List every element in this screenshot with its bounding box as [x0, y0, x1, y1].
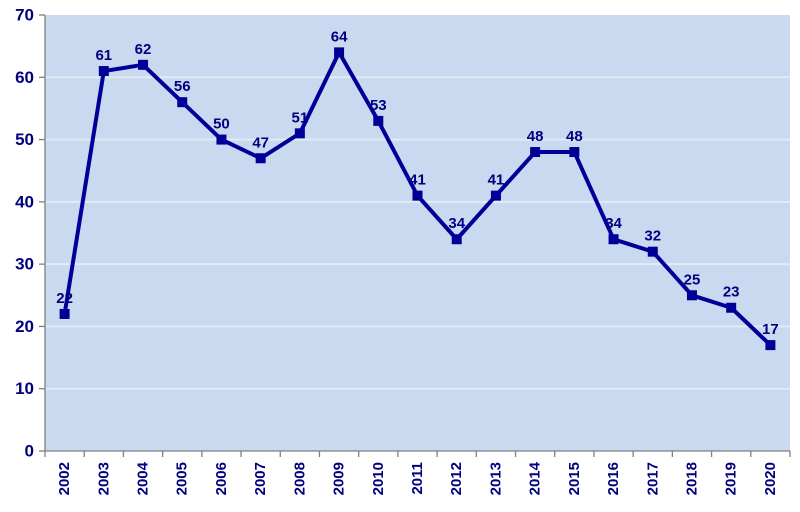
x-axis-label-2018: 2018 [683, 462, 700, 495]
data-label-2003: 61 [95, 47, 112, 64]
data-point-marker-2015 [569, 147, 580, 158]
data-point-marker-2010 [373, 115, 384, 126]
data-label-2018: 25 [684, 271, 701, 288]
data-point-marker-2009 [334, 47, 345, 58]
data-label-2008: 51 [292, 109, 309, 126]
data-point-marker-2011 [412, 190, 423, 201]
data-point-marker-2018 [686, 290, 697, 301]
data-label-2010: 53 [370, 97, 387, 114]
y-axis-label-50: 50 [15, 130, 34, 149]
x-axis-label-2011: 2011 [409, 462, 426, 495]
data-point-marker-2013 [490, 190, 501, 201]
data-label-2017: 32 [644, 228, 661, 245]
y-axis-label-60: 60 [15, 68, 34, 87]
data-label-2006: 50 [213, 116, 230, 133]
data-point-marker-2017 [647, 246, 658, 257]
x-axis-label-2007: 2007 [252, 462, 269, 495]
data-point-marker-2008 [294, 128, 305, 139]
data-label-2005: 56 [174, 78, 191, 95]
x-axis-label-2017: 2017 [644, 462, 661, 495]
x-axis-label-2019: 2019 [723, 462, 740, 495]
x-axis-label-2015: 2015 [566, 462, 583, 495]
data-point-marker-2007 [255, 153, 266, 164]
x-axis-label-2009: 2009 [331, 462, 348, 495]
y-axis-label-70: 70 [15, 6, 34, 25]
x-axis-label-2002: 2002 [56, 462, 73, 495]
data-point-marker-2006 [216, 134, 227, 145]
y-axis-label-0: 0 [25, 442, 34, 461]
data-label-2011: 41 [409, 172, 426, 189]
x-axis-label-2010: 2010 [370, 462, 387, 495]
data-label-2016: 34 [605, 215, 622, 232]
y-axis-label-30: 30 [15, 255, 34, 274]
data-point-marker-2005 [177, 97, 188, 108]
data-point-marker-2004 [138, 59, 149, 70]
data-point-marker-2002 [59, 308, 70, 319]
data-label-2002: 22 [56, 290, 73, 307]
x-axis-label-2013: 2013 [487, 462, 504, 495]
data-point-marker-2003 [98, 66, 109, 77]
data-label-2009: 64 [331, 28, 348, 45]
x-axis-label-2016: 2016 [605, 462, 622, 495]
data-point-marker-2014 [530, 147, 541, 158]
x-axis-label-2004: 2004 [135, 461, 152, 495]
y-axis-label-10: 10 [15, 379, 34, 398]
data-point-marker-2016 [608, 234, 619, 245]
data-label-2007: 47 [252, 134, 269, 151]
y-axis-label-40: 40 [15, 192, 34, 211]
data-point-marker-2012 [451, 234, 462, 245]
data-label-2004: 62 [135, 41, 152, 58]
x-axis-label-2003: 2003 [95, 462, 112, 495]
x-axis-label-2008: 2008 [291, 462, 308, 495]
data-point-marker-2019 [726, 302, 737, 313]
data-label-2012: 34 [448, 215, 465, 232]
data-label-2013: 41 [488, 172, 505, 189]
data-label-2015: 48 [566, 128, 583, 145]
data-label-2014: 48 [527, 128, 544, 145]
x-axis-label-2006: 2006 [213, 462, 230, 495]
data-label-2020: 17 [762, 321, 779, 338]
x-axis-label-2005: 2005 [174, 462, 191, 495]
data-point-marker-2020 [765, 340, 776, 351]
x-axis-label-2020: 2020 [762, 462, 779, 495]
y-axis-label-20: 20 [15, 317, 34, 336]
data-label-2019: 23 [723, 284, 740, 301]
x-axis-label-2014: 2014 [527, 461, 544, 495]
x-axis-label-2012: 2012 [448, 462, 465, 495]
